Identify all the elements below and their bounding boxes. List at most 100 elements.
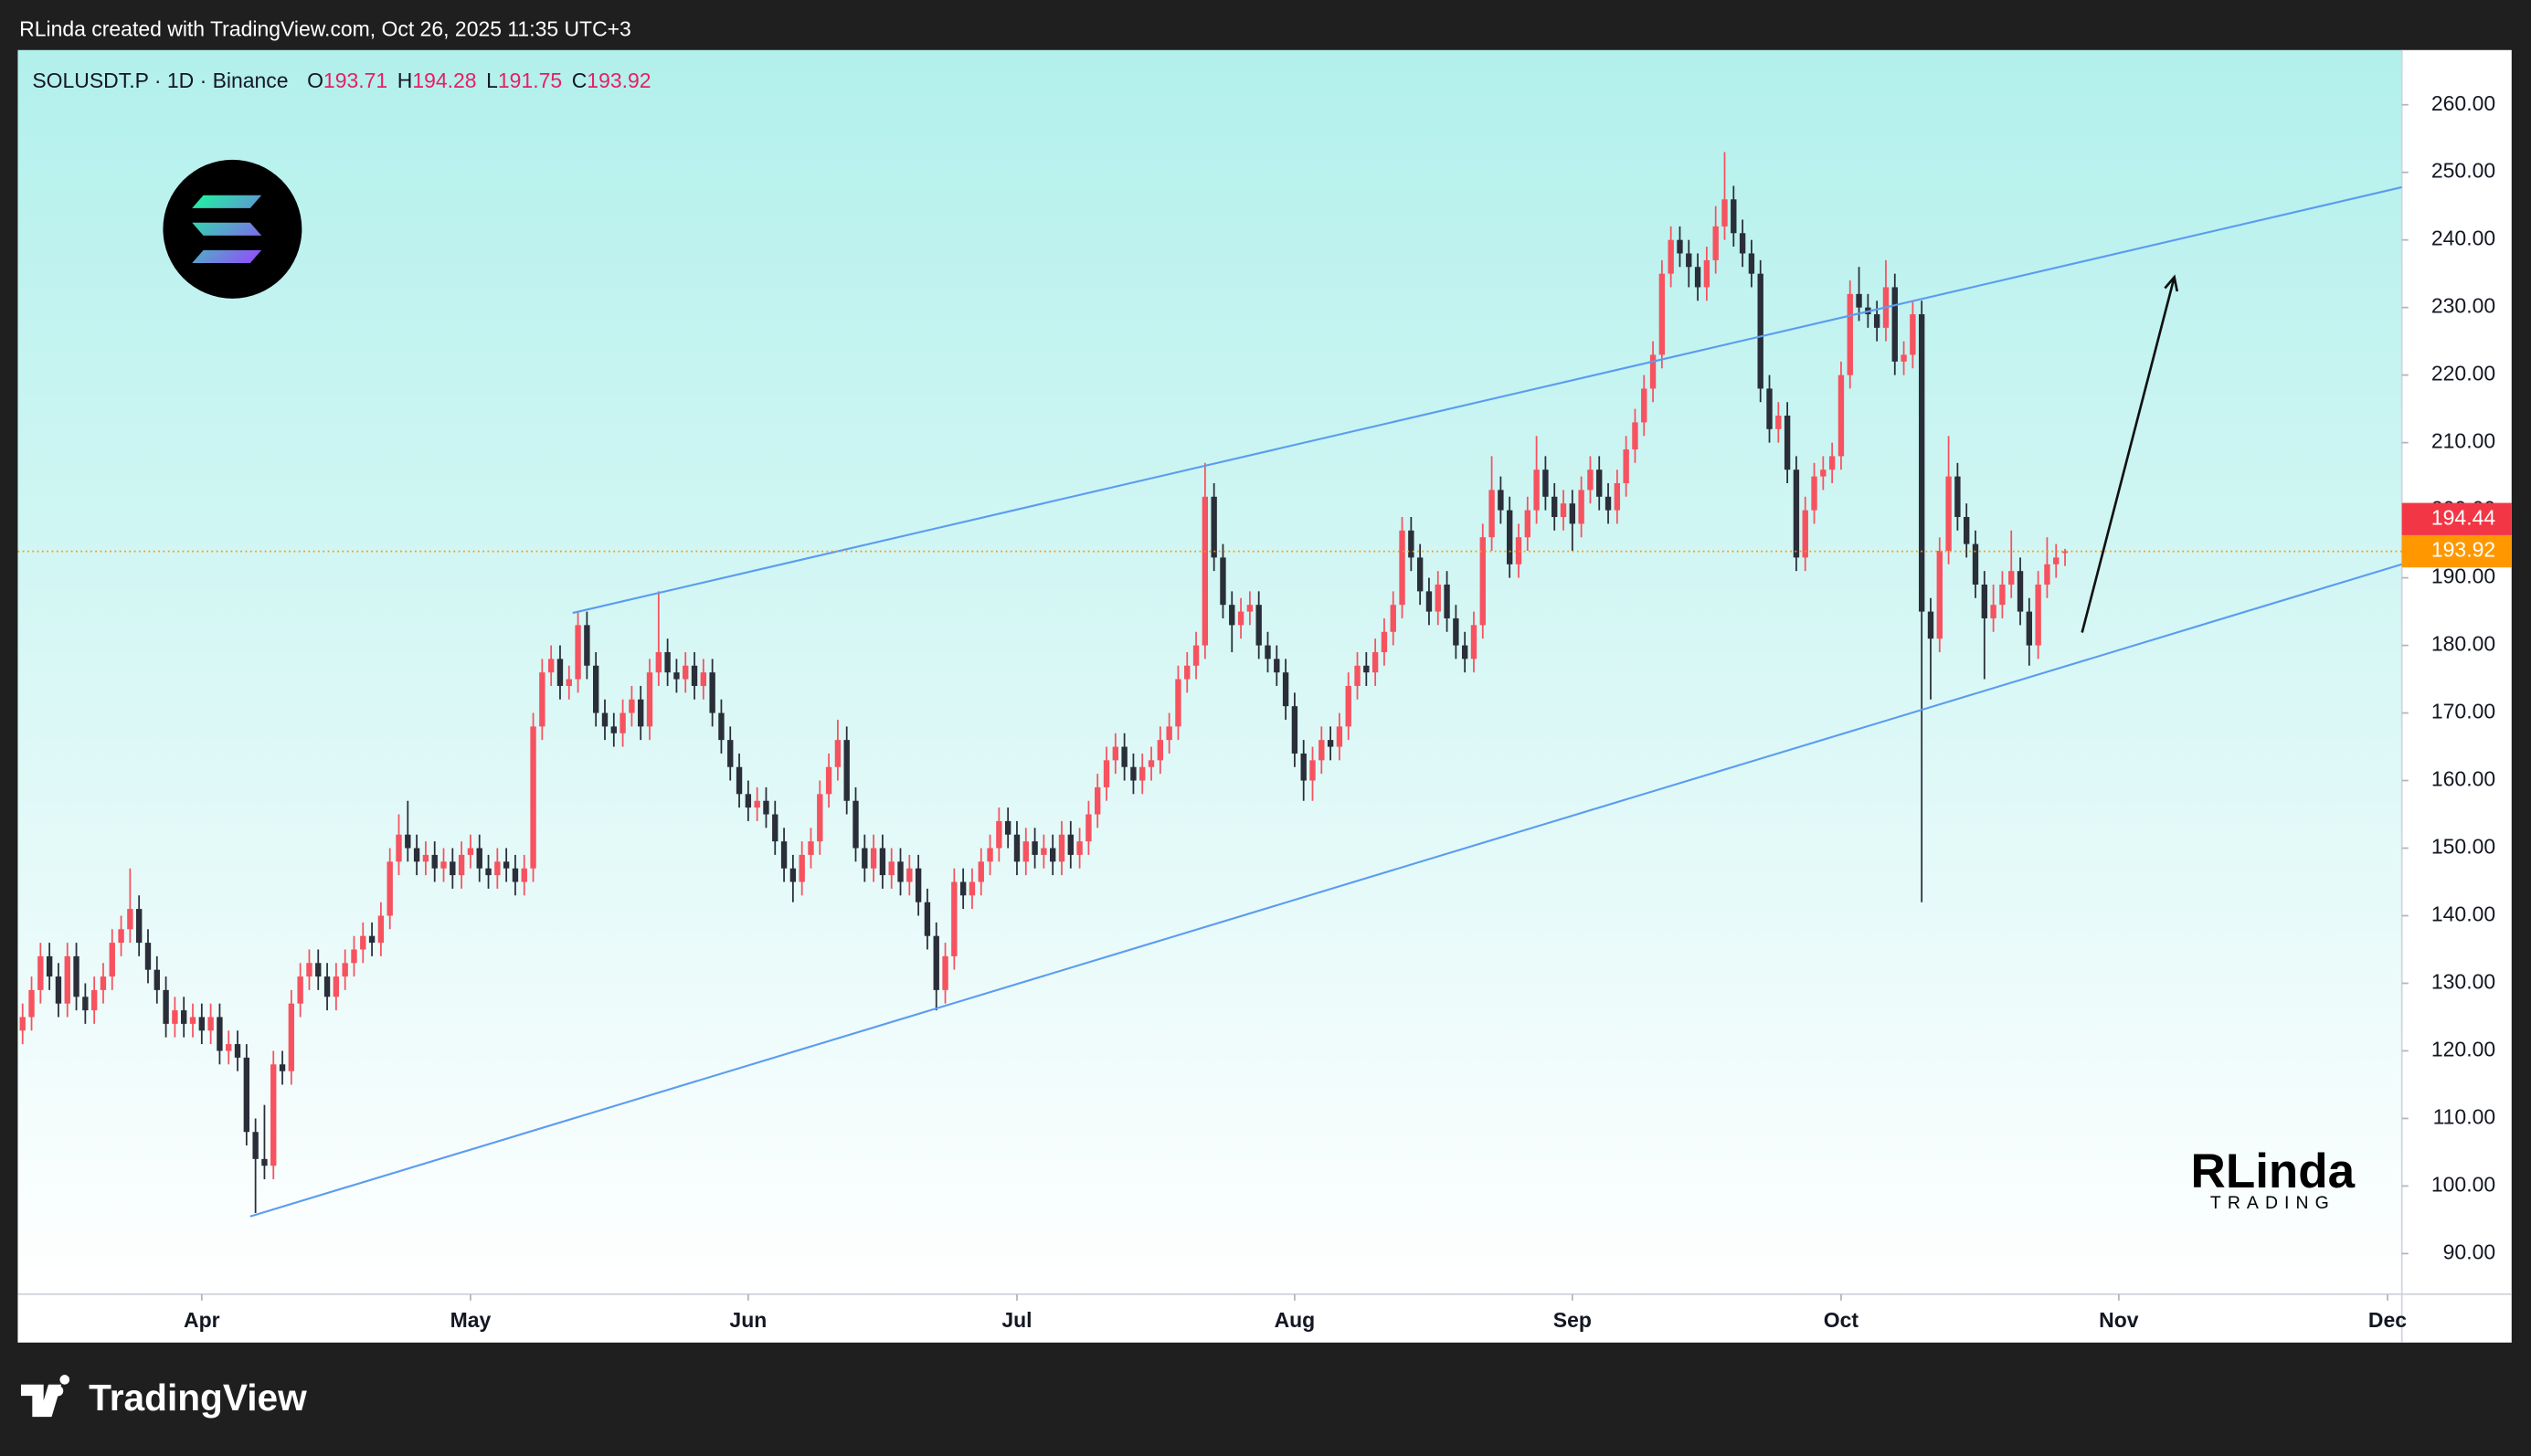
candle-body xyxy=(1435,584,1441,612)
candle-body xyxy=(2053,557,2060,564)
candle-body xyxy=(2035,584,2041,646)
candle-body xyxy=(969,881,976,896)
candle-body xyxy=(405,834,411,849)
candle-body xyxy=(1802,510,1808,558)
y-tick-label: 100.00 xyxy=(2431,1172,2495,1196)
candle-body xyxy=(1954,476,1961,517)
candle-body xyxy=(172,1010,178,1024)
candle-body xyxy=(1721,199,1728,227)
x-tick-label: Dec xyxy=(2368,1308,2407,1332)
candle-body xyxy=(1910,314,1916,355)
candle-body xyxy=(1041,848,1047,855)
candle-body xyxy=(1587,470,1594,491)
candle-body xyxy=(1076,841,1083,855)
candle-body xyxy=(1488,490,1495,538)
candle-body xyxy=(629,699,635,713)
x-tick-label: Sep xyxy=(1553,1308,1592,1332)
candle-body xyxy=(825,766,832,795)
candle-body xyxy=(368,935,376,944)
candle-body xyxy=(450,861,456,876)
candle-body xyxy=(1658,273,1666,355)
candle-body xyxy=(789,868,797,882)
candle-body xyxy=(127,909,133,930)
candle-body xyxy=(987,848,993,862)
price-axis xyxy=(2401,49,2512,1343)
legend-value: 193.71 xyxy=(323,69,387,92)
legend-letter: O xyxy=(307,69,323,92)
candle-body xyxy=(1255,605,1262,646)
candle-body xyxy=(2008,571,2015,585)
candle-body xyxy=(342,963,348,977)
candle-body xyxy=(601,712,609,727)
candle-body xyxy=(1918,314,1925,612)
candle-body xyxy=(1363,665,1370,673)
candle-body xyxy=(1461,645,1468,659)
candle-body xyxy=(512,868,519,882)
candle-body xyxy=(2026,611,2033,646)
candle-body xyxy=(1095,786,1101,815)
candle-body xyxy=(610,726,617,733)
candle-body xyxy=(1507,510,1513,564)
candle-body xyxy=(1444,584,1450,618)
x-tick-label: Aug xyxy=(1275,1308,1316,1332)
candle-body xyxy=(1972,543,1979,585)
candle-body xyxy=(843,740,850,801)
candle-body xyxy=(978,861,984,882)
tradingview-brand: TradingView xyxy=(20,1375,307,1419)
x-tick-label: Apr xyxy=(184,1308,220,1332)
candle-body xyxy=(924,902,931,936)
candle-body xyxy=(279,1064,286,1071)
candle-body xyxy=(1856,293,1862,308)
legend-letter: H xyxy=(397,69,413,92)
candle-body xyxy=(189,1017,196,1024)
candle-body xyxy=(951,881,958,956)
y-tick-label: 170.00 xyxy=(2431,700,2495,723)
candle-body xyxy=(207,1017,214,1031)
candle-body xyxy=(2061,551,2069,554)
candle-body xyxy=(1274,659,1280,673)
candle-body xyxy=(226,1044,232,1051)
candle-body xyxy=(1067,834,1074,855)
candle-body xyxy=(996,820,1002,849)
candle-body xyxy=(620,712,626,733)
candle-body xyxy=(1837,375,1845,457)
candle-body xyxy=(754,800,760,808)
candle-body xyxy=(243,1057,250,1133)
candle-body xyxy=(1022,841,1029,862)
candle-body xyxy=(745,794,752,808)
candle-body xyxy=(1578,490,1584,524)
candle-body xyxy=(1291,706,1298,754)
candle-body xyxy=(1649,354,1657,389)
candle-body xyxy=(1775,416,1782,429)
candle-body xyxy=(1748,253,1755,274)
plot xyxy=(17,152,2402,1218)
candle-body xyxy=(1542,470,1549,497)
y-tick-label: 120.00 xyxy=(2431,1038,2495,1061)
candle-body xyxy=(234,1044,241,1058)
candle-body xyxy=(1739,233,1746,254)
candle-body xyxy=(1184,665,1191,680)
y-tick-label: 250.00 xyxy=(2431,159,2495,183)
candle-body xyxy=(1166,726,1172,741)
y-tick-label: 130.00 xyxy=(2431,970,2495,994)
y-tick-label: 180.00 xyxy=(2431,632,2495,656)
candle-body xyxy=(1139,766,1146,781)
candle-body xyxy=(1354,665,1361,686)
candle-body xyxy=(1058,834,1065,862)
candle-body xyxy=(37,955,44,990)
x-tick-label: Jun xyxy=(729,1308,767,1332)
candle-body xyxy=(879,848,886,876)
candle-body xyxy=(1731,199,1737,234)
candle-body xyxy=(1265,645,1271,659)
y-tick-label: 260.00 xyxy=(2431,91,2495,115)
candle-body xyxy=(1103,760,1110,787)
candle-body xyxy=(1990,605,1996,618)
candle-body xyxy=(1229,605,1235,626)
candle-body xyxy=(485,868,492,876)
y-tick-label: 140.00 xyxy=(2431,902,2495,926)
watermark-name: RLinda xyxy=(2191,1145,2356,1198)
candle-body xyxy=(1784,416,1791,470)
time-axis xyxy=(17,1293,2402,1343)
candle-body xyxy=(1498,490,1504,511)
candle-body xyxy=(646,672,653,727)
